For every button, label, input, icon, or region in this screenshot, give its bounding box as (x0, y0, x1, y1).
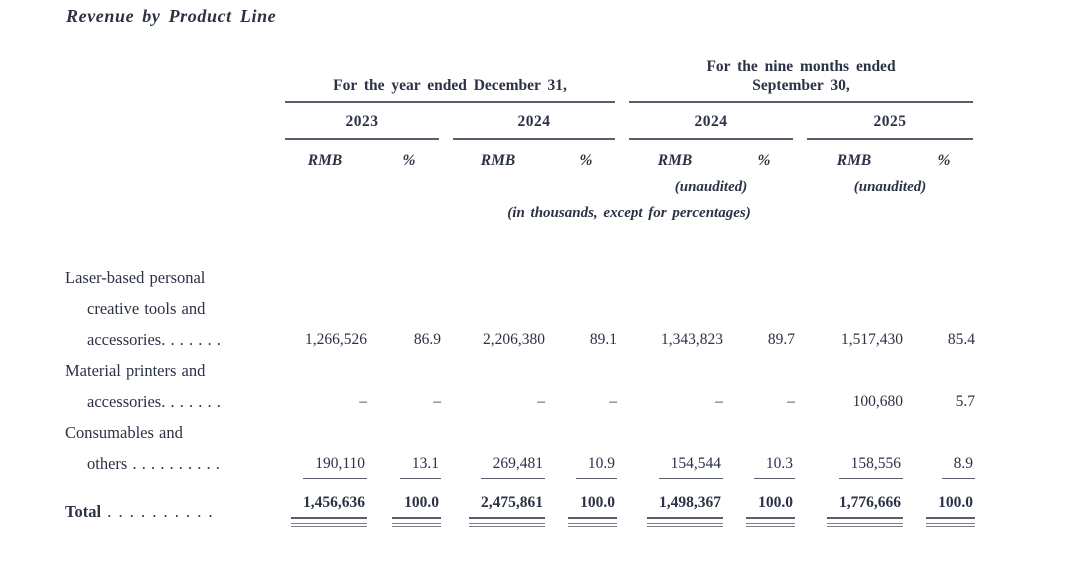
col-group-year-ended-label: For the year ended December 31, (333, 77, 567, 94)
cell-value: 5.7 (955, 393, 975, 410)
double-rule (291, 523, 367, 527)
cell-value: 154,544 (622, 417, 728, 479)
cell-value: 86.9 (413, 331, 441, 348)
empty-cell (65, 103, 278, 140)
cell-total-value: 100.0 (728, 479, 800, 529)
table-row-total: Total . . . . . . . . . . 1,456,636 100.… (65, 479, 980, 529)
col-header-rmb: RMB (307, 152, 343, 169)
row-label: Laser-based personal creative tools and … (65, 262, 278, 355)
row-label-line: creative tools and (87, 299, 206, 318)
empty-cell (65, 172, 622, 196)
col-header-pct: % (402, 152, 416, 169)
col-header-rmb: RMB (836, 152, 872, 169)
cell-value: – (609, 393, 617, 410)
row-label-line: others . . . . . . . . . . (87, 454, 220, 473)
empty-cell (65, 140, 278, 172)
unaudited-note: (unaudited) (674, 179, 748, 195)
col-header-pct: % (757, 152, 771, 169)
unaudited-note: (unaudited) (853, 179, 927, 195)
cell-value: 1,266,526 (305, 331, 367, 348)
cell-value: 158,556 (800, 417, 908, 479)
cell-value: 190,110 (278, 417, 372, 479)
cell-value: 89.7 (767, 331, 795, 348)
header-row-note: (in thousands, except for percentages) (65, 196, 980, 222)
row-label: Consumables and others . . . . . . . . .… (65, 417, 278, 479)
col-year-2024: 2024 (446, 103, 622, 140)
section-title: Revenue by Product Line (66, 6, 277, 26)
cell-total-value: 2,475,861 (446, 479, 550, 529)
dot-leader: . . . . . . . . . . (101, 502, 214, 521)
col-header-pct: % (579, 152, 593, 169)
cell-value: 1,343,823 (661, 331, 723, 348)
cell-value: – (359, 393, 367, 410)
header-row-units: RMB % RMB % RMB % RMB % (65, 140, 980, 172)
row-label: Material printers and accessories. . . .… (65, 355, 278, 417)
col-header-rmb: RMB (480, 152, 516, 169)
table-row-material-printers: Material printers and accessories. . . .… (65, 355, 980, 417)
cell-value: – (537, 393, 545, 410)
cell-value: 100,680 (852, 393, 903, 410)
col-header-pct: % (937, 152, 951, 169)
table-row-consumables: Consumables and others . . . . . . . . .… (65, 417, 980, 479)
cell-value: 85.4 (947, 331, 975, 348)
double-rule (746, 523, 795, 527)
col-group-nine-months-label-line1: For the nine months ended (706, 58, 896, 75)
double-rule (827, 523, 903, 527)
cell-value: – (715, 393, 723, 410)
col-ninemonths-2024: 2024 (622, 103, 800, 140)
cell-total-value: 100.0 (550, 479, 622, 529)
row-label-line: accessories. . . . . . . (87, 392, 221, 411)
cell-value: 10.9 (550, 417, 622, 479)
cell-total-value: 1,456,636 (278, 479, 372, 529)
cell-value: 2,206,380 (483, 331, 545, 348)
cell-value: 13.1 (372, 417, 446, 479)
col-group-year-ended: For the year ended December 31, (278, 57, 622, 103)
col-header-rmb: RMB (657, 152, 693, 169)
col-group-nine-months: For the nine months ended September 30, (622, 57, 980, 103)
revenue-by-product-line-table: For the year ended December 31, For the … (65, 57, 980, 529)
header-row-unaudited: (unaudited) (unaudited) (65, 172, 980, 196)
table-row-laser-tools: Laser-based personal creative tools and … (65, 262, 980, 355)
double-rule (647, 523, 723, 527)
col-group-nine-months-label-line2: September 30, (752, 77, 850, 94)
row-label-total: Total . . . . . . . . . . (65, 479, 278, 529)
empty-cell (65, 57, 278, 103)
double-rule (392, 523, 441, 527)
col-ninemonths-2025: 2025 (800, 103, 980, 140)
total-label: Total (65, 502, 102, 521)
row-label-line: Material printers and (65, 361, 206, 380)
cell-value: 269,481 (446, 417, 550, 479)
cell-value: 8.9 (908, 417, 980, 479)
cell-value: – (433, 393, 441, 410)
spacer-row (65, 222, 980, 262)
double-rule (568, 523, 617, 527)
header-row-groups: For the year ended December 31, For the … (65, 57, 980, 103)
cell-total-value: 100.0 (372, 479, 446, 529)
col-year-2023: 2023 (278, 103, 446, 140)
cell-value: – (787, 393, 795, 410)
row-label-line: accessories. . . . . . . (87, 330, 221, 349)
units-note: (in thousands, except for percentages) (507, 205, 751, 221)
cell-total-value: 1,776,666 (800, 479, 908, 529)
cell-total-value: 100.0 (908, 479, 980, 529)
row-label-line: Consumables and (65, 423, 183, 442)
cell-value: 89.1 (589, 331, 617, 348)
double-rule (926, 523, 975, 527)
double-rule (469, 523, 545, 527)
header-row-years: 2023 2024 2024 2025 (65, 103, 980, 140)
row-label-line: Laser-based personal (65, 268, 206, 287)
cell-value: 10.3 (728, 417, 800, 479)
cell-total-value: 1,498,367 (622, 479, 728, 529)
cell-value: 1,517,430 (841, 331, 903, 348)
empty-cell (65, 196, 278, 222)
